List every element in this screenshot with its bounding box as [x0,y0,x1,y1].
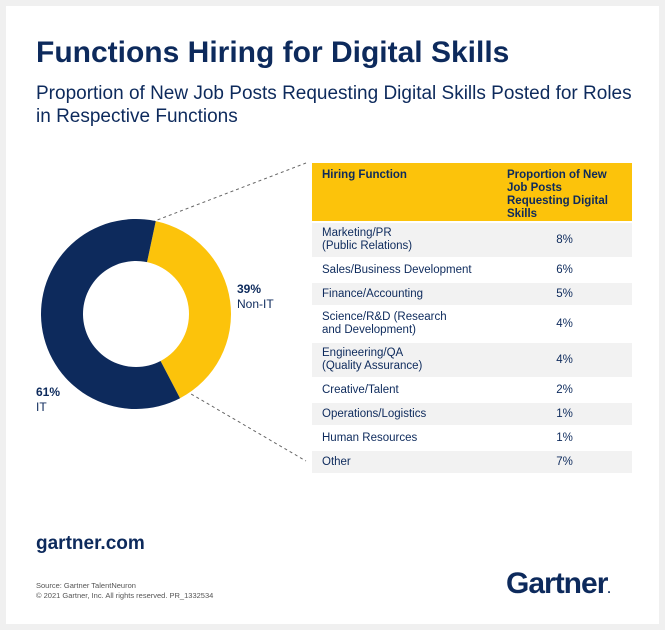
leader-line-bottom [185,390,307,462]
row-function: Engineering/QA (Quality Assurance) [312,341,497,378]
slice-pct-it: 61% [36,385,61,399]
slice-label-it: 61% IT [36,385,60,415]
header-proportion: Proportion of New Job Posts Requesting D… [497,163,632,222]
infographic-card: Functions Hiring for Digital Skills Prop… [6,6,659,624]
hiring-function-table: Hiring Function Proportion of New Job Po… [312,163,632,473]
row-function: Other [312,449,497,473]
row-function-line: Science/R&D (Research [322,311,447,323]
row-function-line: Other [322,455,351,468]
copyright-text: © 2021 Gartner, Inc. All rights reserved… [36,591,214,600]
table-row: Creative/Talent 2% [312,377,632,402]
table-row: Human Resources 1% [312,425,632,450]
row-value: 1% [497,401,632,426]
row-value: 6% [497,257,632,282]
logo-dot: . [607,582,611,596]
row-function: Creative/Talent [312,377,497,402]
row-function-line: Human Resources [322,431,418,444]
row-value: 4% [497,305,632,342]
table-row: Other 7% [312,449,632,473]
header-hiring-function: Hiring Function [312,163,497,222]
source-text: Source: Gartner TalentNeuron [36,581,136,590]
row-function-line: Marketing/PR [322,227,392,239]
slice-label-non-it: 39% Non-IT [237,282,274,312]
leader-lines [151,162,307,462]
row-function-line: Finance/Accounting [322,287,424,300]
slice-name-non-it: Non-IT [237,297,274,311]
row-function-line: Creative/Talent [322,383,399,396]
row-function-line: (Quality Assurance) [322,360,423,372]
gartner-logo: Gartner. [506,567,611,601]
row-function: Marketing/PR (Public Relations) [312,221,497,258]
table-row: Finance/Accounting 5% [312,281,632,306]
row-function: Sales/Business Development [312,257,497,282]
donut-chart [41,219,232,410]
row-value: 4% [497,341,632,378]
row-value: 1% [497,425,632,450]
row-function: Science/R&D (Research and Development) [312,305,497,342]
table-row: Operations/Logistics 1% [312,401,632,426]
row-function: Human Resources [312,425,497,450]
row-function-line: Operations/Logistics [322,407,427,420]
logo-text: Gartner [506,567,608,600]
row-function-line: Engineering/QA [322,347,404,359]
table-row: Sales/Business Development 6% [312,257,632,282]
table-row: Marketing/PR (Public Relations) 8% [312,221,632,258]
row-value: 8% [497,221,632,258]
row-value: 5% [497,281,632,306]
donut-slice-it [41,219,181,410]
table-row: Engineering/QA (Quality Assurance) 4% [312,341,632,378]
source-note: Source: Gartner TalentNeuron © 2021 Gart… [36,581,213,601]
table-row: Science/R&D (Research and Development) 4% [312,305,632,342]
slice-name-it: IT [36,400,47,414]
row-value: 2% [497,377,632,402]
row-function: Finance/Accounting [312,281,497,306]
site-link[interactable]: gartner.com [36,533,145,554]
page-subtitle: Proportion of New Job Posts Requesting D… [36,83,632,127]
row-function-line: (Public Relations) [322,240,413,252]
row-function-line: Sales/Business Development [322,263,472,276]
table-header-row: Hiring Function Proportion of New Job Po… [312,163,632,222]
slice-pct-non-it: 39% [237,282,262,296]
page-title: Functions Hiring for Digital Skills [36,36,510,69]
donut-slice-non-it [147,221,232,399]
row-function-line: and Development) [322,324,416,336]
row-value: 7% [497,449,632,473]
table-body: Marketing/PR (Public Relations) 8% Sales/Bu… [312,221,632,473]
row-function: Operations/Logistics [312,401,497,426]
